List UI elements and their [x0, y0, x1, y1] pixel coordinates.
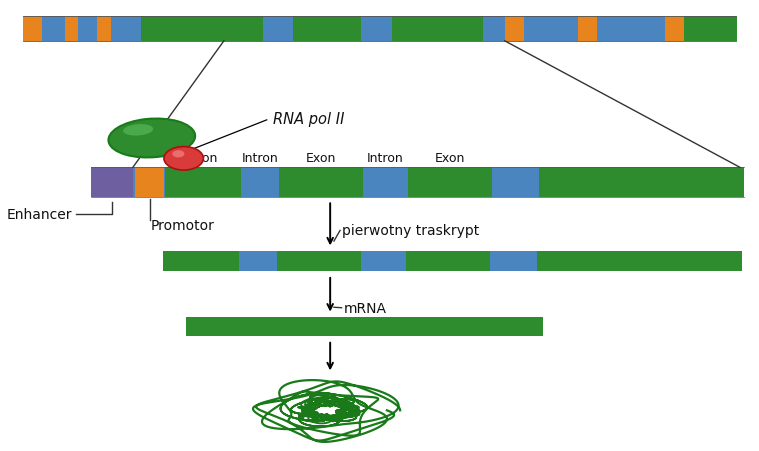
Bar	[78, 17, 97, 41]
Text: Promotor: Promotor	[150, 219, 214, 232]
Text: RNA pol II: RNA pol II	[273, 112, 345, 127]
Bar	[483, 17, 505, 41]
Bar	[578, 17, 597, 41]
Bar	[277, 252, 361, 272]
Bar	[23, 17, 42, 41]
Text: Intron: Intron	[367, 152, 404, 165]
Text: Exon: Exon	[188, 152, 219, 165]
Bar	[279, 168, 363, 198]
Ellipse shape	[123, 125, 153, 136]
Circle shape	[164, 147, 203, 171]
Bar	[65, 17, 78, 41]
Bar	[408, 168, 492, 198]
Bar	[361, 17, 392, 41]
Bar	[539, 168, 744, 198]
Bar	[239, 252, 277, 272]
Bar	[524, 17, 578, 41]
Bar	[597, 17, 665, 41]
Bar	[91, 168, 744, 198]
Bar	[490, 252, 537, 272]
Bar	[665, 17, 684, 41]
Text: Intron: Intron	[242, 152, 279, 165]
Bar	[163, 252, 239, 272]
Bar	[42, 17, 65, 41]
Text: Exon: Exon	[306, 152, 336, 165]
Bar	[135, 168, 164, 198]
Bar	[406, 252, 490, 272]
Bar	[684, 17, 737, 41]
Bar	[97, 17, 111, 41]
Text: pierwotny traskrypt: pierwotny traskrypt	[342, 224, 479, 238]
Bar	[165, 168, 241, 198]
Text: Exon: Exon	[435, 152, 465, 165]
Bar	[263, 17, 293, 41]
Text: mRNA: mRNA	[344, 301, 387, 315]
Bar	[505, 17, 524, 41]
Bar	[361, 252, 406, 272]
Bar	[23, 17, 736, 41]
Ellipse shape	[109, 119, 195, 158]
Bar	[293, 17, 361, 41]
Text: Enhancer: Enhancer	[7, 207, 72, 221]
Bar	[91, 168, 133, 198]
Bar	[392, 17, 483, 41]
Bar	[141, 17, 263, 41]
Bar	[537, 252, 742, 272]
Bar	[111, 17, 141, 41]
Circle shape	[172, 151, 184, 158]
Bar	[186, 318, 543, 336]
